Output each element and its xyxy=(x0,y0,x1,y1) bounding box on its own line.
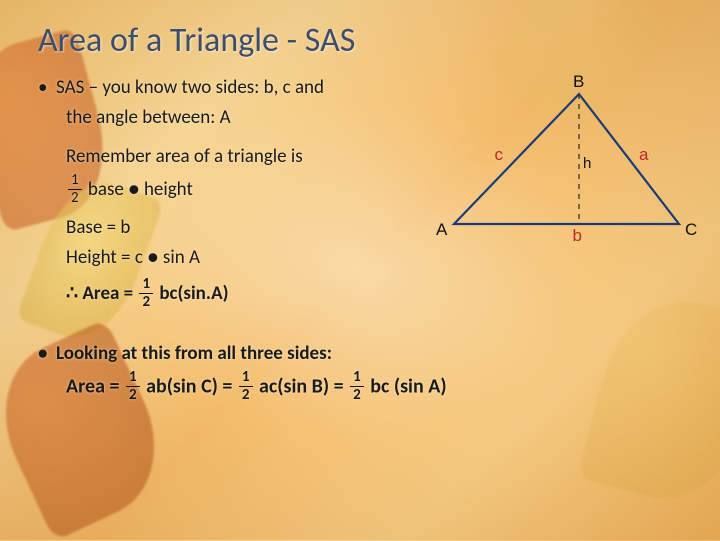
area-suffix: bc(sin.A) xyxy=(155,282,228,305)
fraction: 1 2 xyxy=(139,277,153,310)
term2: ac(sin B) = xyxy=(255,374,349,398)
fraction: 1 2 xyxy=(350,370,364,403)
vertex-C-label: C xyxy=(685,220,697,240)
fraction: 1 2 xyxy=(239,370,253,403)
triangle-diagram: B A C a b c h xyxy=(444,84,694,254)
term3: bc (sin A) xyxy=(366,374,447,398)
height-h-label: h xyxy=(583,155,591,172)
slide-title: Area of a Triangle - SAS xyxy=(38,20,682,61)
fraction: 1 2 xyxy=(126,370,140,403)
slide: Area of a Triangle - SAS SAS – you know … xyxy=(0,0,720,540)
base-height-text: base ● height xyxy=(88,178,193,201)
triangle-svg xyxy=(444,84,694,254)
full-area-line: Area = 1 2 ab(sin C) = 1 2 ac(sin B) = 1… xyxy=(66,371,682,404)
vertex-A-label: A xyxy=(436,220,447,240)
side-b-label: b xyxy=(573,226,582,246)
area-label: Area = xyxy=(66,374,124,398)
term1: ab(sin C) = xyxy=(142,374,237,398)
area-formula: ∴ Area = 1 2 bc(sin.A) xyxy=(66,278,682,311)
looking-line: Looking at this from all three sides: xyxy=(38,341,682,367)
vertex-B-label: B xyxy=(573,72,584,92)
area-prefix: ∴ Area = xyxy=(66,282,137,305)
side-c-label: c xyxy=(495,145,504,165)
fraction: 1 2 xyxy=(68,173,82,206)
side-a-label: a xyxy=(639,145,648,165)
